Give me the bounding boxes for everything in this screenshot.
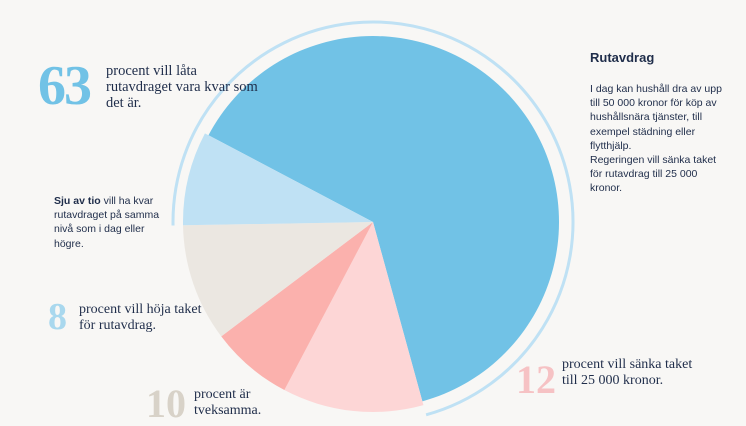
caption-12: procent vill sänka taket till 25 000 kro… — [562, 357, 693, 388]
pie-slice-63 — [208, 35, 559, 402]
pie-slice-12 — [284, 222, 424, 412]
outer-ring-arc — [171, 20, 575, 417]
caption-63: procent vill låta rutavdraget vara kvar … — [106, 63, 258, 112]
pie-slice-7 — [221, 222, 373, 391]
note-sju-av-tio: Sju av tio vill ha kvar rutavdraget på s… — [54, 194, 166, 251]
note-rest: vill ha kvar rutavdraget på samma nivå s… — [54, 195, 160, 250]
caption-8: procent vill höja taket för rutavdrag. — [79, 302, 202, 333]
pie-slice-8 — [183, 133, 373, 226]
value-label-12: 12 — [516, 357, 556, 402]
caption-10: procent är tveksamma. — [194, 387, 262, 418]
sidebar-paragraph-2: Regeringen vill sänka taket för rutavdra… — [590, 154, 717, 195]
sidebar-paragraph-1: I dag kan hushåll dra av upp till 50 000… — [590, 83, 722, 152]
value-label-63: 63 — [38, 55, 92, 117]
value-label-10: 10 — [146, 381, 186, 426]
note-bold: Sju av tio — [54, 195, 101, 207]
value-label-8: 8 — [48, 296, 67, 338]
pie-slices — [183, 35, 559, 412]
sidebar-title: Rutavdrag — [590, 50, 655, 65]
pie-slice-10 — [183, 222, 373, 337]
